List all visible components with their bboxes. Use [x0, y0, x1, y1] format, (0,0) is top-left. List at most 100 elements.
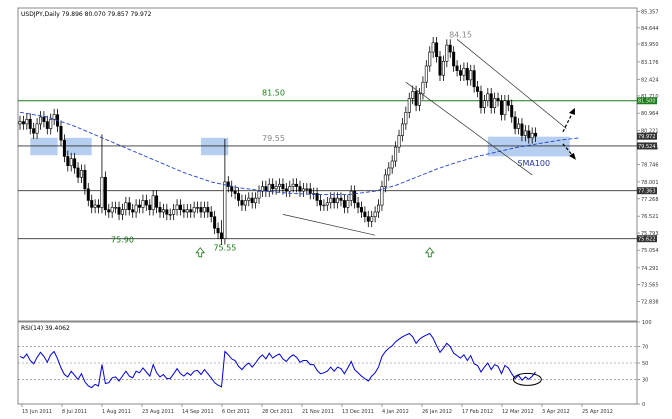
- candle-body: [134, 204, 138, 213]
- annotation-label: 75.55: [213, 244, 236, 253]
- candle-body: [503, 100, 507, 115]
- candle-body: [79, 169, 83, 178]
- candle-body: [32, 128, 36, 134]
- candle-body: [445, 44, 449, 62]
- annotation-label: 75.90: [111, 236, 134, 245]
- candle-body: [219, 232, 223, 239]
- time-tick-label: 17 Feb 2012: [462, 409, 493, 415]
- time-tick-label: 1 Aug 2011: [102, 409, 131, 415]
- candle-body: [138, 204, 142, 208]
- candle-body: [76, 167, 80, 178]
- candle-body: [83, 169, 87, 190]
- candle-body: [62, 139, 66, 157]
- candle-body: [482, 100, 486, 108]
- candle-body: [206, 207, 210, 213]
- price-tick-label: 80.964: [641, 111, 659, 117]
- highlight-zone: [200, 137, 229, 156]
- candle-body: [141, 200, 145, 208]
- candle-body: [486, 93, 490, 102]
- sma-line: [19, 111, 581, 196]
- time-tick-label: 23 Aug 2011: [142, 409, 174, 415]
- candle-body: [151, 195, 155, 211]
- candle-body: [21, 121, 25, 125]
- down-arrow-line: [562, 143, 574, 157]
- candle-body: [305, 188, 309, 190]
- candle-body: [380, 186, 384, 206]
- candle-body: [387, 167, 391, 176]
- price-tick-label: 82.424: [641, 77, 659, 83]
- candle-body: [250, 197, 254, 204]
- candle-body: [295, 183, 299, 187]
- annotations: 84.15 75.90 75.55 SMA100: [111, 30, 550, 258]
- time-tick-label: 28 Oct 2011: [262, 409, 293, 415]
- candle-body: [131, 209, 135, 213]
- candle-body: [199, 207, 203, 213]
- candle-body: [49, 118, 53, 129]
- support-trend-line: [282, 214, 376, 236]
- down-arrow-head: [568, 152, 576, 160]
- candle-body: [271, 183, 275, 190]
- candle-body: [448, 44, 452, 53]
- channel-line-lower: [405, 81, 533, 176]
- candle-body: [404, 112, 408, 125]
- candle-body: [414, 91, 418, 106]
- candle-body: [356, 202, 360, 208]
- candle-body: [336, 197, 340, 204]
- trend-lines: [282, 39, 576, 236]
- current-price-tag: [637, 132, 657, 140]
- candle-body: [148, 204, 152, 211]
- candle-body: [107, 209, 111, 213]
- level-axis-tag: [637, 235, 657, 243]
- time-tick-label: 4 Jan 2012: [382, 409, 409, 415]
- price-tick-label: 73.565: [641, 283, 659, 289]
- candle-body: [329, 197, 333, 204]
- candle-body: [25, 118, 29, 125]
- highlight-zone: [64, 137, 92, 156]
- candle-body: [38, 116, 42, 125]
- candle-body: [223, 181, 227, 239]
- candle-body: [240, 200, 244, 206]
- candle-body: [472, 70, 476, 88]
- candle-body: [260, 186, 264, 192]
- annotation-label: 84.15: [449, 30, 472, 39]
- rsi-tick-label: 50: [642, 361, 648, 367]
- level-label: 81.50: [262, 89, 285, 98]
- price-tick-label: 75.054: [641, 248, 659, 254]
- candle-body: [510, 105, 514, 118]
- candle-body: [301, 188, 305, 192]
- price-tick-label: 76.521: [641, 214, 659, 220]
- support-arrow-icon: [195, 247, 206, 258]
- candle-body: [257, 190, 261, 199]
- candle-body: [86, 188, 90, 201]
- candle-body: [346, 200, 350, 208]
- highlight-zone: [487, 136, 570, 157]
- candle-body: [476, 86, 480, 92]
- price-tick-label: 80.221: [641, 128, 659, 134]
- candle-body: [400, 123, 404, 136]
- sma-line: [19, 111, 581, 196]
- candle-body: [178, 204, 182, 211]
- candle-body: [496, 98, 500, 102]
- candle-body: [168, 214, 172, 216]
- candle-body: [114, 207, 118, 209]
- candle-body: [120, 209, 124, 215]
- candle-body: [458, 70, 462, 76]
- candle-body: [233, 190, 237, 194]
- rsi-tick-label: 0: [642, 402, 645, 408]
- candle-body: [342, 200, 346, 208]
- candle-body: [421, 81, 425, 95]
- level-axis-label: 79.524: [638, 144, 656, 150]
- candle-body: [489, 93, 493, 108]
- time-tick-label: 15 Jun 2011: [22, 409, 52, 415]
- candle-body: [216, 227, 220, 234]
- candle-body: [493, 98, 497, 108]
- candle-body: [165, 209, 169, 215]
- current-price-label: 79.972: [638, 134, 656, 140]
- level-axis-label: 77.363: [638, 189, 656, 195]
- candle-body: [513, 116, 517, 129]
- candle-body: [52, 114, 56, 120]
- candle-body: [278, 183, 282, 187]
- candle-body: [172, 209, 176, 215]
- candle-body: [189, 209, 193, 213]
- candle-body: [59, 125, 63, 141]
